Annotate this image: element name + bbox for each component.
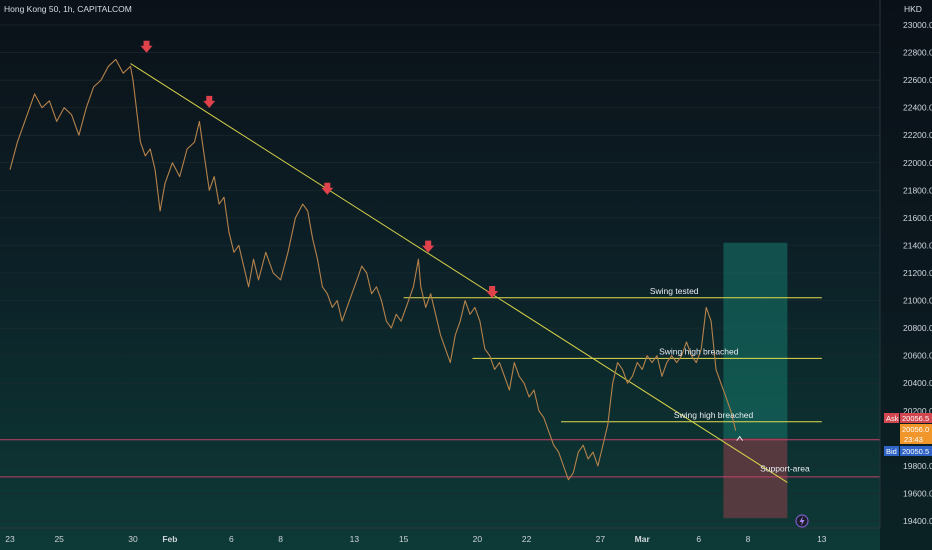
x-tick-label: 20 [473,534,483,544]
ask-value: 20056.5 [902,414,929,423]
down-arrow-icon [140,40,153,53]
x-tick-label: Feb [162,534,177,544]
price-series [9,58,737,481]
annotation-label: Swing high breached [659,346,739,356]
y-tick-label: 22800.0 [903,48,932,58]
x-tick-label: 22 [522,534,532,544]
lightning-icon [799,516,805,526]
y-tick-label: 22600.0 [903,75,932,85]
y-tick-label: 20600.0 [903,351,932,361]
x-tick-label: 6 [229,534,234,544]
price-axis[interactable]: 19400.019600.019800.020000.020200.020400… [903,20,932,526]
x-tick-label: 13 [350,534,360,544]
down-arrow-icon [486,286,499,299]
down-arrow-icon [422,240,435,253]
down-arrow-icon [321,182,334,195]
y-tick-label: 21000.0 [903,296,932,306]
bar-countdown: 23:43 [904,435,923,444]
bid-value: 20050.5 [902,447,929,456]
y-tick-label: 20800.0 [903,323,932,333]
y-tick-label: 22200.0 [903,130,932,140]
x-tick-label: 8 [278,534,283,544]
ask-tag-value-bg [900,413,932,423]
y-tick-label: 19400.0 [903,516,932,526]
loss-zone [723,438,788,519]
y-tick-label: 22400.0 [903,103,932,113]
x-tick-label: 13 [817,534,827,544]
annotation-label: Swing high breached [674,410,754,420]
alert-marker[interactable] [795,514,809,528]
annotation-label: Swing tested [650,286,699,296]
trendline [130,63,788,483]
y-tick-label: 20200.0 [903,406,932,416]
y-tick-label: 20400.0 [903,378,932,388]
annotations: Swing tested Swing high breached Swing hig… [650,286,810,474]
y-tick-label: 19800.0 [903,461,932,471]
annotation-label: Support-area [760,464,810,474]
y-tick-label: 21600.0 [903,213,932,223]
price-line [9,58,737,481]
arrow-markers [140,40,744,441]
bid-tag-value-bg [900,446,932,456]
y-tick-label: 21200.0 [903,268,932,278]
bid-label: Bid [886,447,897,456]
y-tick-label: 22000.0 [903,158,932,168]
x-tick-label: 23 [5,534,15,544]
currency-label: HKD [904,4,922,14]
ask-label: Ask [886,414,899,423]
x-tick-label: 27 [596,534,606,544]
chevron-up-icon [736,435,744,441]
y-tick-label: 21800.0 [903,185,932,195]
bid-tag-label-bg [884,446,899,456]
x-tick-label: 15 [399,534,409,544]
y-tick-label: 19600.0 [903,488,932,498]
last-price-tag-bg [900,424,932,444]
ask-tag-label-bg [884,413,899,423]
price-axis-panel [880,0,932,550]
down-arrow-icon [203,95,216,108]
symbol-title[interactable]: Hong Kong 50, 1h, CAPITALCOM [4,4,132,14]
profit-zone [723,242,788,439]
levels [0,63,880,483]
last-price-value: 20056.0 [902,425,929,434]
position-zones [723,242,788,519]
x-tick-label: 30 [128,534,138,544]
x-tick-label: 8 [746,534,751,544]
y-tick-label: 21400.0 [903,240,932,250]
x-tick-label: 25 [54,534,64,544]
y-tick-label: 23000.0 [903,20,932,30]
quote-tags: Ask 20056.5 20056.0 23:43 Bid 20050.5 [884,413,932,456]
x-tick-label: 6 [696,534,701,544]
time-axis[interactable]: 23 25 30 Feb 6 8 13 15 20 22 27 Mar 6 8 13 [5,534,827,544]
x-tick-label: Mar [635,534,651,544]
